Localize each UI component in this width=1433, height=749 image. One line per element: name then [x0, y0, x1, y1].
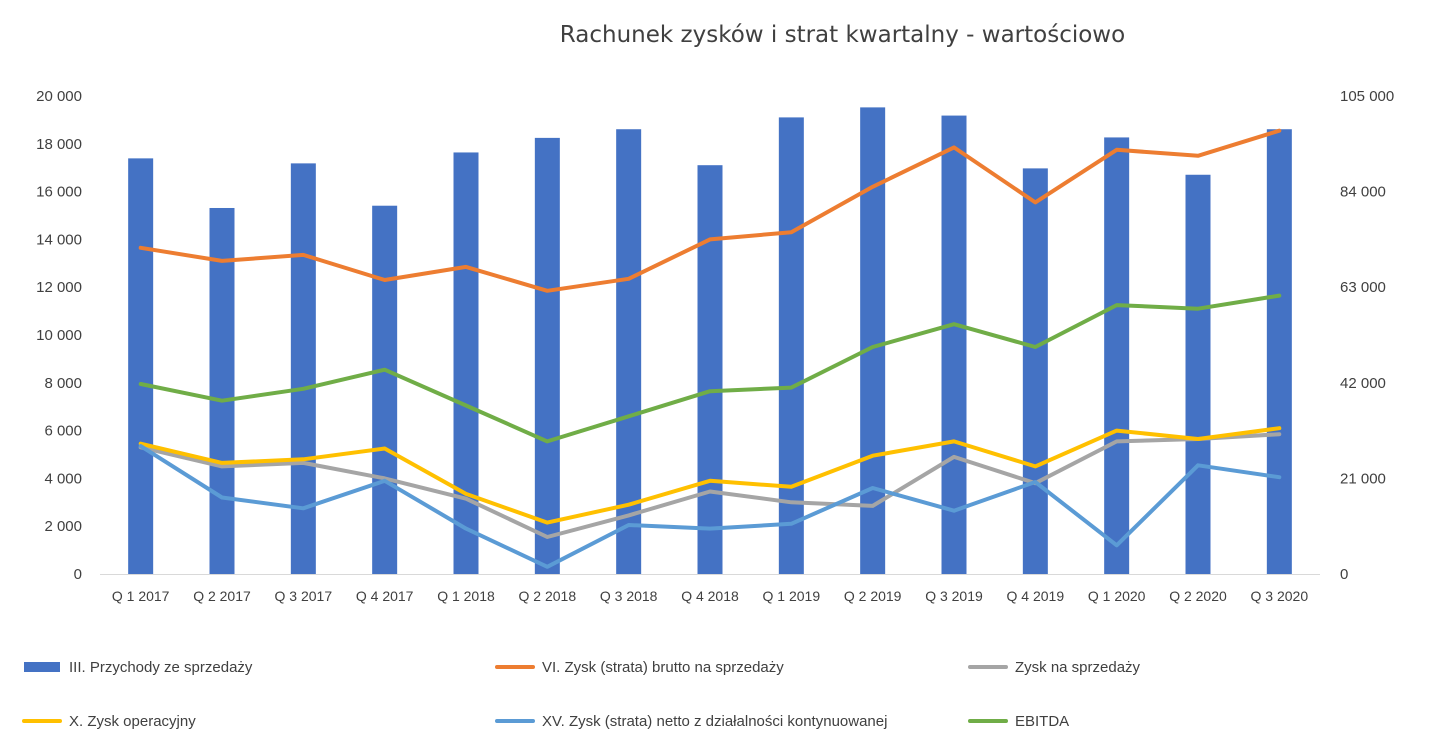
bar [209, 207, 235, 574]
x-tick-label: Q 3 2017 [275, 588, 333, 604]
series-line [138, 128, 1282, 293]
bar [453, 152, 479, 574]
bar [1185, 174, 1211, 574]
bar [941, 115, 967, 574]
x-tick-label: Q 2 2020 [1169, 588, 1227, 604]
legend-label: X. Zysk operacyjny [69, 713, 196, 730]
y-left-tick-label: 6 000 [44, 423, 82, 440]
y-left-tick-label: 2 000 [44, 518, 82, 535]
x-tick-label: Q 2 2019 [844, 588, 902, 604]
chart-title: Rachunek zysków i strat kwartalny - wart… [559, 22, 1126, 48]
y-left-tick-label: 20 000 [36, 88, 82, 105]
bar [1022, 168, 1048, 574]
legend-label: XV. Zysk (strata) netto z działalności k… [542, 713, 887, 730]
y-right-tick-label: 63 000 [1340, 279, 1386, 296]
x-tick-label: Q 3 2020 [1251, 588, 1309, 604]
legend-swatch [24, 662, 60, 672]
y-right-tick-label: 42 000 [1340, 375, 1386, 392]
x-tick-label: Q 4 2018 [681, 588, 739, 604]
y-left-tick-label: 14 000 [36, 231, 82, 248]
bar [778, 117, 804, 575]
x-tick-label: Q 1 2017 [112, 588, 170, 604]
x-tick-label: Q 4 2019 [1007, 588, 1065, 604]
y-left-tick-label: 12 000 [36, 279, 82, 296]
x-tick-label: Q 2 2017 [193, 588, 251, 604]
x-tick-label: Q 3 2019 [925, 588, 983, 604]
x-tick-label: Q 1 2018 [437, 588, 495, 604]
bar [1266, 129, 1292, 575]
x-tick-label: Q 1 2020 [1088, 588, 1146, 604]
legend-label: Zysk na sprzedaży [1015, 659, 1141, 676]
bar [290, 163, 316, 574]
bar [534, 137, 560, 575]
bar [128, 158, 154, 574]
legend-label: EBITDA [1015, 713, 1069, 730]
y-left-tick-label: 0 [74, 566, 82, 583]
y-right-tick-label: 105 000 [1340, 88, 1394, 105]
bar [372, 205, 398, 574]
bar [616, 129, 642, 575]
bar [1104, 137, 1130, 574]
y-left-tick-label: 8 000 [44, 375, 82, 392]
x-tick-label: Q 4 2017 [356, 588, 414, 604]
series-line [138, 432, 1282, 539]
series-line [138, 444, 1282, 569]
y-left-tick-label: 16 000 [36, 184, 82, 201]
x-tick-label: Q 3 2018 [600, 588, 658, 604]
series-line [138, 426, 1282, 525]
x-tick-label: Q 2 2018 [519, 588, 577, 604]
y-right-tick-label: 21 000 [1340, 470, 1386, 487]
y-right-tick-label: 84 000 [1340, 184, 1386, 201]
y-left-tick-label: 18 000 [36, 136, 82, 153]
y-right-tick-label: 0 [1340, 566, 1348, 583]
y-left-tick-label: 10 000 [36, 327, 82, 344]
series-line [138, 293, 1282, 444]
y-left-tick-label: 4 000 [44, 470, 82, 487]
legend-label: III. Przychody ze sprzedaży [69, 659, 253, 676]
x-tick-label: Q 1 2019 [763, 588, 821, 604]
legend-label: VI. Zysk (strata) brutto na sprzedaży [542, 659, 784, 676]
bar [697, 165, 723, 574]
